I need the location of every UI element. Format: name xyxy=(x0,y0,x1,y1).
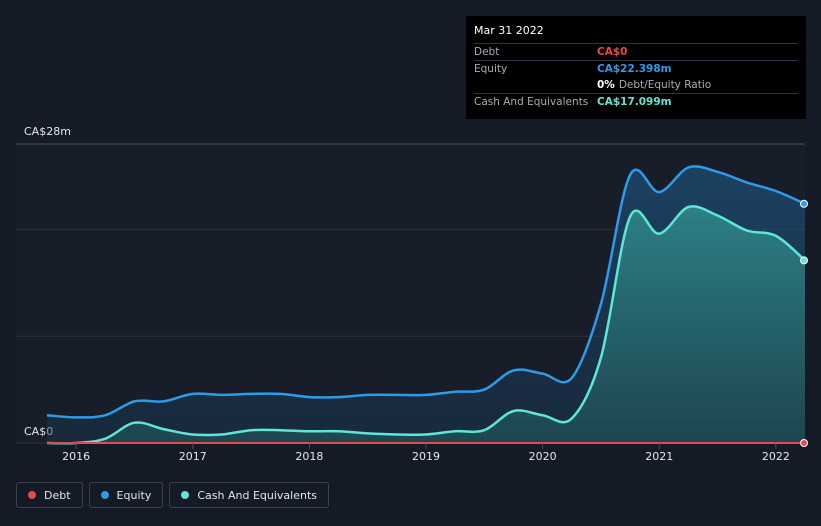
tooltip-row-equity: Equity CA$22.398m xyxy=(474,60,798,77)
debt-dot-icon xyxy=(28,491,36,499)
equity-end-point xyxy=(800,199,808,208)
tooltip-value-ratio: 0% xyxy=(597,79,615,91)
x-tick-label: 2022 xyxy=(762,450,790,463)
x-tick-label: 2019 xyxy=(412,450,440,463)
tooltip-row-cash: Cash And Equivalents CA$17.099m xyxy=(474,93,798,110)
equity-line xyxy=(46,165,806,419)
tooltip-row-ratio: 0% Debt/Equity Ratio xyxy=(474,77,798,93)
legend-label: Debt xyxy=(44,488,71,502)
tooltip-value-debt: CA$0 xyxy=(597,46,628,58)
tooltip-ratio-label: Debt/Equity Ratio xyxy=(618,79,712,91)
x-tick-label: 2016 xyxy=(62,450,90,463)
legend-label: Equity xyxy=(116,488,152,502)
tooltip-date: Mar 31 2022 xyxy=(474,24,544,37)
legend-item-equity[interactable]: Equity xyxy=(88,482,164,508)
x-tick-label: 2020 xyxy=(529,450,557,463)
y-axis-min-label: CA$0 xyxy=(24,425,53,438)
cash-area xyxy=(47,206,805,444)
tooltip-label: Debt xyxy=(474,46,500,58)
tooltip-label xyxy=(474,77,597,93)
cash-end-point xyxy=(800,256,808,265)
cash-dot-icon xyxy=(181,491,190,499)
tooltip-label: Equity xyxy=(474,63,508,75)
tooltip-label: Cash And Equivalents xyxy=(474,96,589,108)
tooltip-value-cash: CA$17.099m xyxy=(597,96,672,108)
legend-label: Cash And Equivalents xyxy=(197,488,317,502)
data-tooltip: Mar 31 2022 Debt CA$0 Equity CA$22.398m … xyxy=(466,16,806,119)
cash-line xyxy=(46,205,806,445)
x-tick-label: 2017 xyxy=(179,450,207,463)
tooltip-row-debt: Debt CA$0 xyxy=(474,43,798,60)
chart-legend: Debt Equity Cash And Equivalents xyxy=(16,482,329,510)
y-axis-max-label: CA$28m xyxy=(24,125,71,138)
equity-dot-icon xyxy=(100,491,109,499)
x-tick-label: 2018 xyxy=(295,450,323,463)
x-axis-ticks: 2016 2017 2018 2019 2020 2021 2022 xyxy=(62,443,790,463)
legend-item-debt[interactable]: Debt xyxy=(16,482,83,508)
debt-end-point xyxy=(800,439,808,447)
end-markers xyxy=(800,199,808,447)
legend-item-cash[interactable]: Cash And Equivalents xyxy=(169,482,329,508)
tooltip-value-equity: CA$22.398m xyxy=(597,63,672,75)
x-tick-label: 2021 xyxy=(645,450,673,463)
